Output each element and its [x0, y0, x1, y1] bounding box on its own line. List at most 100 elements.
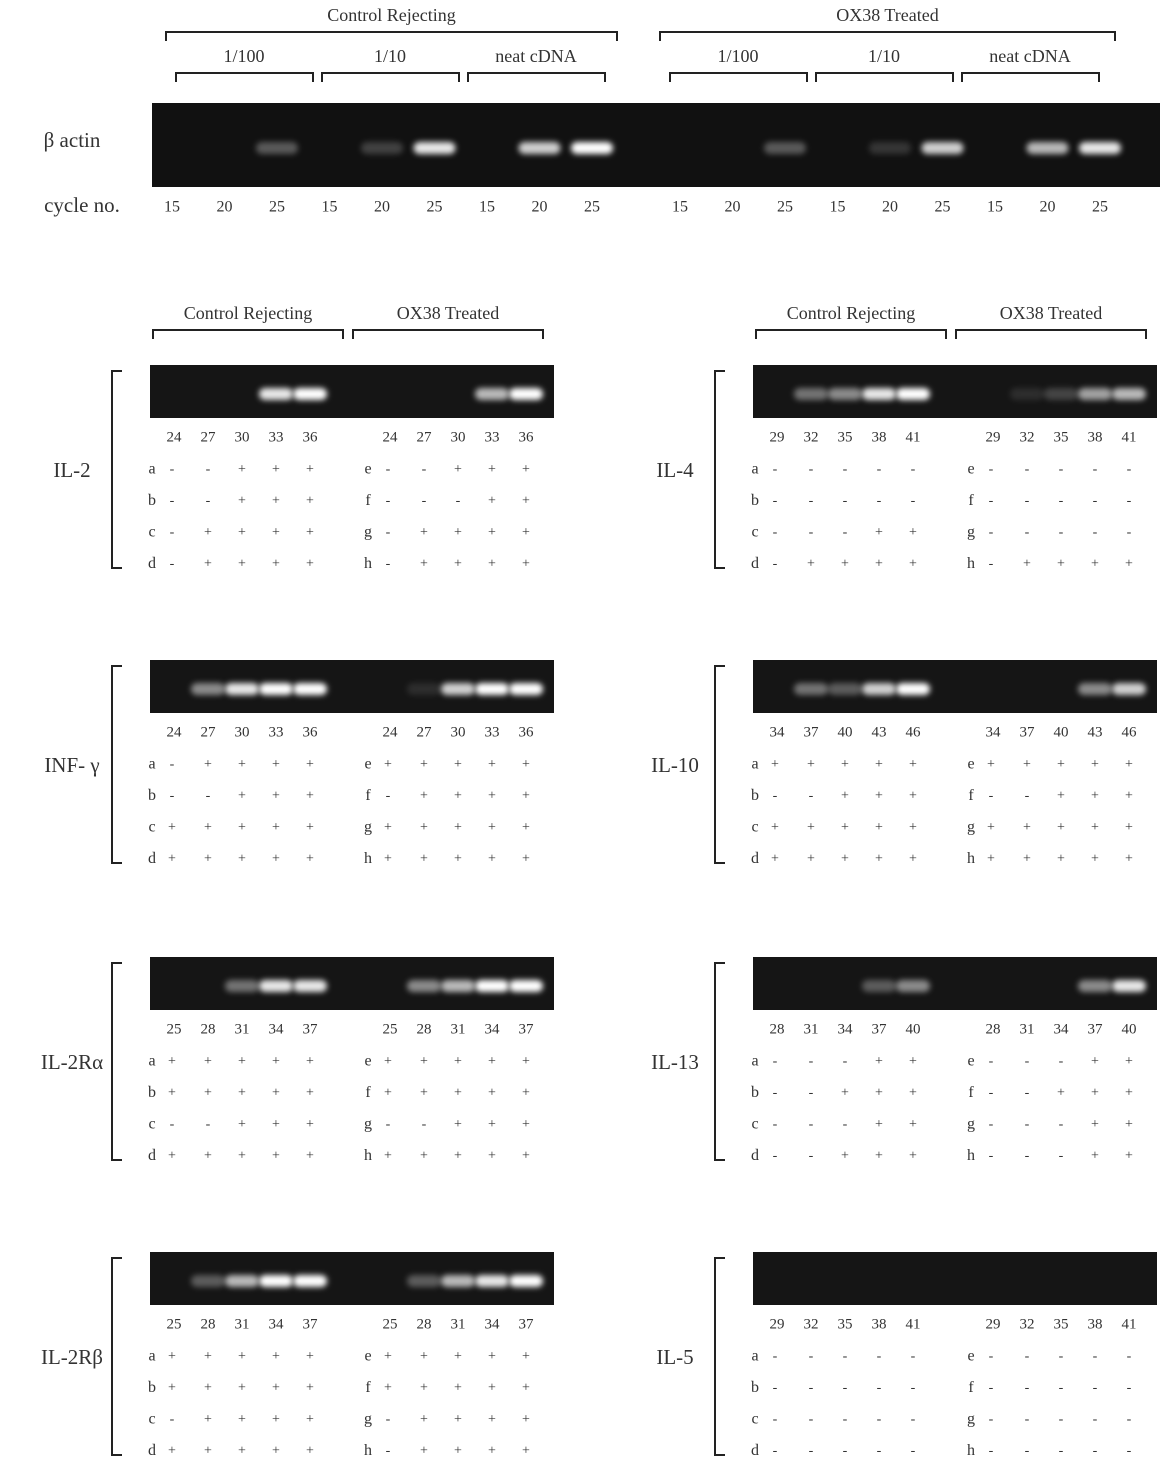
bracket	[112, 1258, 122, 1455]
result-mark: +	[306, 1117, 314, 1132]
cycle-number: 27	[201, 724, 217, 740]
bracket	[715, 1258, 725, 1455]
result-mark: -	[989, 1349, 994, 1364]
result-mark: -	[843, 1412, 848, 1427]
result-mark: +	[272, 525, 280, 540]
result-mark: +	[1125, 757, 1133, 772]
result-mark: -	[989, 525, 994, 540]
bracket	[353, 330, 543, 339]
result-mark: +	[488, 1149, 496, 1164]
row-id: e	[967, 756, 974, 773]
result-mark: -	[386, 789, 391, 804]
cycle-number: 31	[235, 1316, 250, 1332]
row-id: c	[148, 1411, 155, 1428]
bracket	[756, 330, 946, 339]
result-mark: +	[522, 557, 530, 572]
result-mark: +	[168, 1444, 176, 1459]
result-mark: +	[909, 525, 917, 540]
result-mark: -	[1025, 1117, 1030, 1132]
band	[896, 683, 930, 695]
cycle-number: 20	[1040, 199, 1056, 216]
result-mark: -	[911, 462, 916, 477]
result-mark: +	[807, 852, 815, 867]
result-mark: +	[306, 1349, 314, 1364]
row-id: f	[365, 1084, 371, 1101]
bracket	[715, 666, 725, 863]
row-id: a	[148, 1348, 155, 1365]
cycle-number: 27	[417, 724, 433, 740]
figure: β actincycle no.Control Rejecting1/10015…	[0, 0, 1160, 1466]
result-mark: -	[989, 1381, 994, 1396]
result-mark: +	[875, 557, 883, 572]
cycle-number: 25	[167, 1316, 182, 1332]
cycle-number: 25	[167, 1021, 182, 1037]
result-mark: +	[204, 525, 212, 540]
dilution-label: 1/10	[374, 46, 406, 66]
result-mark: +	[272, 1412, 280, 1427]
result-mark: +	[306, 789, 314, 804]
band	[407, 980, 441, 992]
result-mark: +	[909, 820, 917, 835]
result-mark: +	[1125, 789, 1133, 804]
result-mark: +	[1125, 852, 1133, 867]
result-mark: -	[809, 1381, 814, 1396]
result-mark: -	[1059, 1149, 1064, 1164]
result-mark: +	[841, 757, 849, 772]
row-id: b	[148, 1084, 156, 1101]
result-mark: +	[272, 494, 280, 509]
result-mark: +	[1023, 557, 1031, 572]
result-mark: +	[204, 1349, 212, 1364]
cycle-number: 15	[164, 199, 180, 216]
bracket	[962, 73, 1099, 82]
result-mark: +	[306, 557, 314, 572]
row-id: g	[364, 524, 372, 541]
result-mark: -	[206, 494, 211, 509]
row-id: c	[148, 1116, 155, 1133]
result-mark: +	[272, 789, 280, 804]
cycle-number: 36	[303, 429, 319, 445]
result-mark: +	[1057, 1086, 1065, 1101]
result-mark: -	[809, 494, 814, 509]
result-mark: +	[987, 820, 995, 835]
result-mark: +	[204, 852, 212, 867]
result-mark: +	[384, 1086, 392, 1101]
result-mark: +	[204, 1054, 212, 1069]
result-mark: -	[386, 557, 391, 572]
cycle-number: 41	[906, 429, 921, 445]
result-mark: +	[1125, 1117, 1133, 1132]
result-mark: +	[875, 1149, 883, 1164]
bracket	[670, 73, 807, 82]
result-mark: -	[1025, 1444, 1030, 1459]
result-mark: +	[454, 820, 462, 835]
result-mark: +	[272, 1349, 280, 1364]
cycle-number: 30	[235, 429, 250, 445]
result-mark: +	[272, 820, 280, 835]
result-mark: +	[272, 1086, 280, 1101]
result-mark: +	[1023, 852, 1031, 867]
result-mark: -	[386, 462, 391, 477]
result-mark: +	[306, 852, 314, 867]
gene-label: IL-10	[651, 753, 699, 777]
result-mark: +	[272, 1149, 280, 1164]
result-mark: +	[1125, 1086, 1133, 1101]
result-mark: -	[1059, 1412, 1064, 1427]
bracket	[816, 73, 953, 82]
result-mark: +	[238, 852, 246, 867]
result-mark: -	[206, 462, 211, 477]
result-mark: +	[488, 820, 496, 835]
result-mark: -	[773, 1444, 778, 1459]
bracket	[715, 371, 725, 568]
result-mark: +	[522, 1349, 530, 1364]
cycle-number: 33	[485, 429, 500, 445]
result-mark: -	[1059, 494, 1064, 509]
cycle-number: 32	[804, 429, 819, 445]
result-mark: -	[386, 1444, 391, 1459]
result-mark: +	[488, 757, 496, 772]
result-mark: -	[989, 494, 994, 509]
result-mark: +	[1091, 1117, 1099, 1132]
result-mark: +	[1125, 1054, 1133, 1069]
row-id: h	[364, 555, 372, 572]
result-mark: -	[1059, 1349, 1064, 1364]
result-mark: -	[989, 789, 994, 804]
cycle-number: 15	[830, 199, 846, 216]
